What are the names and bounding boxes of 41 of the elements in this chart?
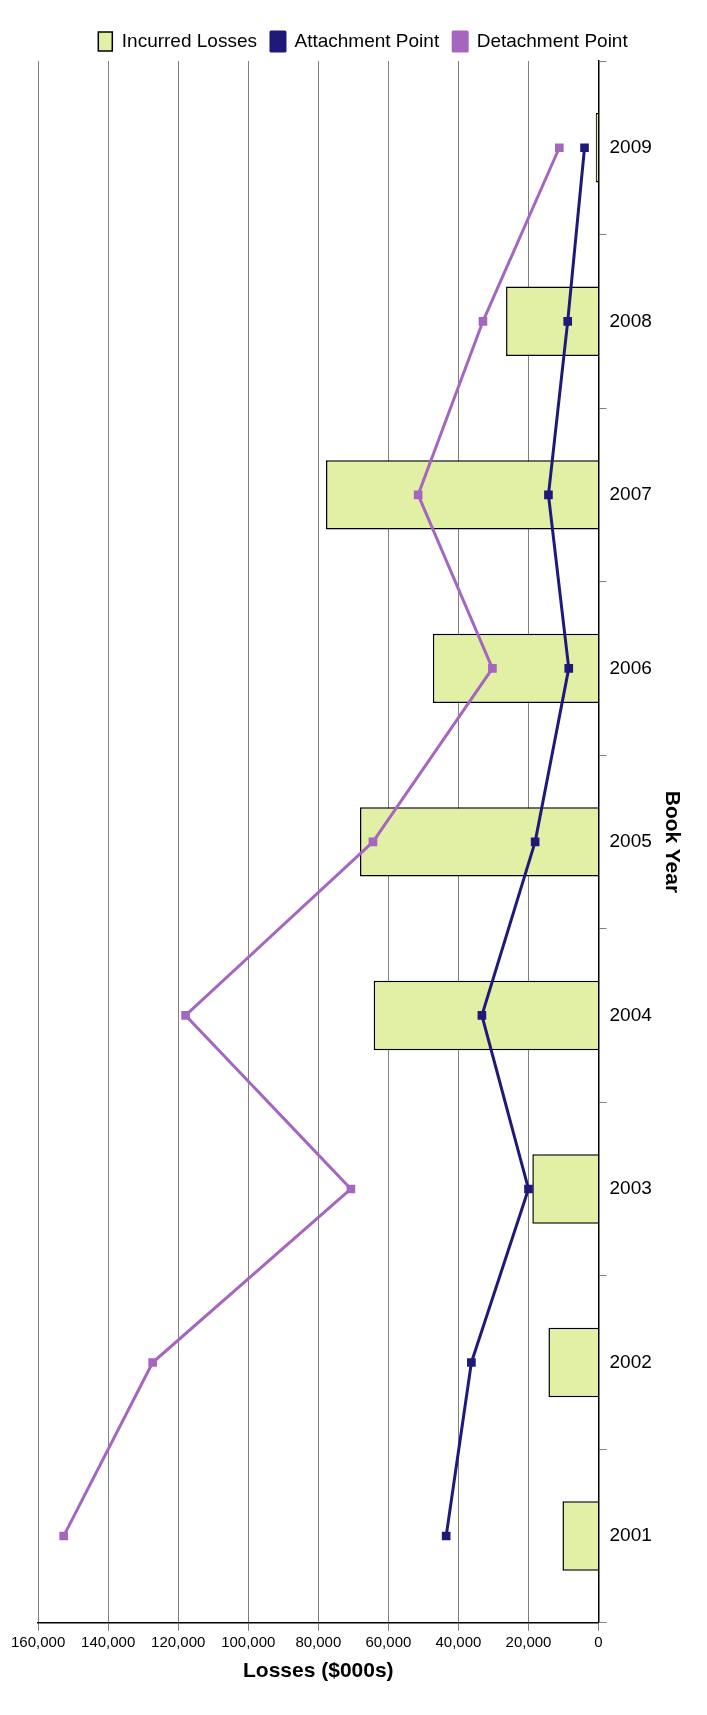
legend-label: Attachment Point [294, 29, 440, 51]
y-tick-label: 2003 [609, 1177, 652, 1199]
x-axis-title: Losses ($000s) [243, 1658, 394, 1682]
x-tick-label: 60,000 [365, 1632, 412, 1650]
x-tick-label: 20,000 [505, 1632, 552, 1650]
point [564, 664, 574, 673]
x-tick-label: 0 [594, 1632, 603, 1650]
point [148, 1358, 157, 1367]
point [488, 664, 497, 673]
x-tick-label: 140,000 [81, 1632, 136, 1650]
point [441, 1531, 451, 1541]
x-tick-label: 160,000 [10, 1632, 66, 1650]
point [580, 143, 589, 153]
point [563, 316, 573, 326]
y-tick-label: 2004 [609, 1003, 653, 1025]
point [477, 1011, 487, 1020]
y-tick-label: 2007 [609, 483, 652, 505]
y-tick-label: 2001 [609, 1524, 652, 1546]
x-tick-label: 40,000 [435, 1632, 482, 1650]
y-tick-label: 2005 [609, 830, 652, 852]
point [59, 1531, 69, 1541]
point [181, 1011, 190, 1020]
y-tick-label: 2006 [609, 656, 652, 678]
x-tick-label: 80,000 [295, 1632, 342, 1650]
point [554, 143, 564, 153]
y-tick-label: 2002 [609, 1350, 652, 1372]
y-tick-label: 2009 [609, 136, 652, 157]
point [544, 490, 553, 500]
point [478, 316, 488, 326]
point [346, 1184, 356, 1194]
point [413, 490, 423, 500]
y-axis-title: Book Year [661, 790, 685, 894]
y-tick-label: 2008 [609, 309, 652, 331]
point [530, 837, 540, 847]
legend-label: Detachment Point [476, 29, 629, 51]
point [524, 1184, 533, 1194]
point [467, 1358, 476, 1367]
point [368, 837, 378, 847]
x-tick-label: 100,000 [221, 1632, 276, 1650]
legend-label: Incurred Losses [121, 29, 257, 51]
x-tick-label: 120,000 [151, 1632, 206, 1650]
